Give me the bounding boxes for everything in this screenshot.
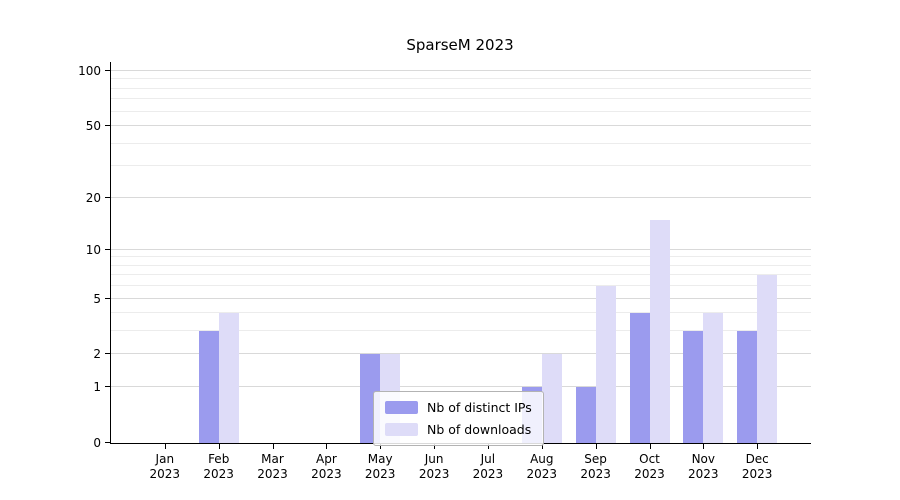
bar-downloads-aug xyxy=(541,354,562,443)
ytick-label-100: 100 xyxy=(78,64,101,78)
gridline-40 xyxy=(111,142,811,144)
gridline-50 xyxy=(111,125,811,127)
ytick-mark-100 xyxy=(105,70,111,71)
xtick-label-jul: Jul 2023 xyxy=(472,452,504,481)
xtick-mark-mar xyxy=(272,444,274,449)
ytick-mark-50 xyxy=(105,125,111,127)
gridline-80 xyxy=(111,87,811,89)
legend-item-distinct-ips: Nb of distinct IPs xyxy=(385,400,532,415)
xtick-label-may: May 2023 xyxy=(364,452,396,481)
legend-swatch-distinct-ips xyxy=(385,401,418,414)
gridline-10 xyxy=(111,248,811,250)
legend-swatch-downloads xyxy=(385,423,418,436)
xtick-mark-nov xyxy=(703,444,705,449)
gridline-5 xyxy=(111,297,811,299)
ytick-mark-20 xyxy=(105,196,111,198)
grid-layer xyxy=(111,62,811,443)
axis-layer: 0 1 2 5 10 20 50 100 Jan 2023 Feb 2023 Mar 2023 Apr 202… xyxy=(78,62,811,481)
ytick-label-1: 1 xyxy=(93,380,101,395)
xtick-label-feb: Feb 2023 xyxy=(203,452,234,481)
gridline-7 xyxy=(111,274,811,276)
ytick-label-10: 10 xyxy=(85,242,101,257)
legend-label-distinct-ips: Nb of distinct IPs xyxy=(427,400,532,415)
ytick-label-20: 20 xyxy=(85,190,101,205)
ytick-label-5: 5 xyxy=(93,291,101,306)
ytick-mark-2 xyxy=(105,353,111,355)
gridline-20 xyxy=(111,196,811,198)
legend-label-downloads: Nb of downloads xyxy=(427,422,532,437)
ytick-mark-1 xyxy=(105,386,111,388)
xtick-label-dec: Dec 2023 xyxy=(741,452,773,481)
bar-distinct-ips-feb xyxy=(198,331,219,443)
xtick-label-nov: Nov 2023 xyxy=(688,452,719,481)
xtick-mark-feb xyxy=(218,444,220,449)
xtick-label-oct: Oct 2023 xyxy=(634,452,665,481)
xtick-label-aug: Aug 2023 xyxy=(526,452,558,481)
xtick-label-sep: Sep 2023 xyxy=(580,452,611,481)
bar-distinct-ips-dec xyxy=(737,331,758,443)
gridline-6 xyxy=(111,285,811,287)
xtick-mark-apr xyxy=(326,444,328,449)
legend-item-downloads: Nb of downloads xyxy=(385,422,532,437)
gridline-90 xyxy=(111,78,811,80)
bar-downloads-nov xyxy=(703,313,724,443)
xtick-mark-jun xyxy=(434,444,436,449)
bar-downloads-sep xyxy=(595,286,616,443)
gridline-70 xyxy=(111,98,811,100)
bar-distinct-ips-nov xyxy=(683,331,704,443)
gridline-4 xyxy=(111,312,811,314)
legend-box: Nb of distinct IPs Nb of downloads xyxy=(373,391,544,446)
ytick-mark-10 xyxy=(105,248,111,250)
plot-area: 0 1 2 5 10 20 50 100 Jan 2023 Feb 2023 Mar 2023 Apr 202… xyxy=(78,62,811,481)
ytick-label-50: 50 xyxy=(85,119,101,134)
xtick-mark-oct xyxy=(649,444,651,449)
xtick-mark-may xyxy=(380,444,382,449)
gridline-3 xyxy=(111,330,811,332)
bar-downloads-dec xyxy=(757,275,778,443)
gridline-30 xyxy=(111,165,811,167)
bar-distinct-ips-oct xyxy=(629,313,650,443)
ytick-mark-5 xyxy=(105,297,111,299)
gridline-100 xyxy=(111,70,811,71)
xtick-mark-jul xyxy=(487,444,489,449)
ytick-label-0: 0 xyxy=(93,436,101,450)
ytick-label-2: 2 xyxy=(93,347,101,362)
xtick-mark-aug xyxy=(541,444,543,449)
xtick-mark-sep xyxy=(595,444,597,449)
ytick-mark-0 xyxy=(105,442,111,443)
xtick-label-apr: Apr 2023 xyxy=(311,452,342,481)
xtick-mark-jan xyxy=(164,444,166,449)
gridline-8 xyxy=(111,264,811,266)
xtick-label-jan: Jan 2023 xyxy=(149,452,181,481)
bar-distinct-ips-sep xyxy=(575,387,596,443)
xtick-label-jun: Jun 2023 xyxy=(418,452,450,481)
xtick-mark-dec xyxy=(757,444,759,449)
bar-downloads-feb xyxy=(218,313,239,443)
gridline-1 xyxy=(111,386,811,388)
gridline-2 xyxy=(111,353,811,355)
xtick-label-mar: Mar 2023 xyxy=(257,452,288,481)
gridline-60 xyxy=(111,110,811,112)
chart-title: SparseM 2023 xyxy=(406,36,514,54)
gridline-9 xyxy=(111,256,811,258)
bar-downloads-oct xyxy=(649,219,670,443)
